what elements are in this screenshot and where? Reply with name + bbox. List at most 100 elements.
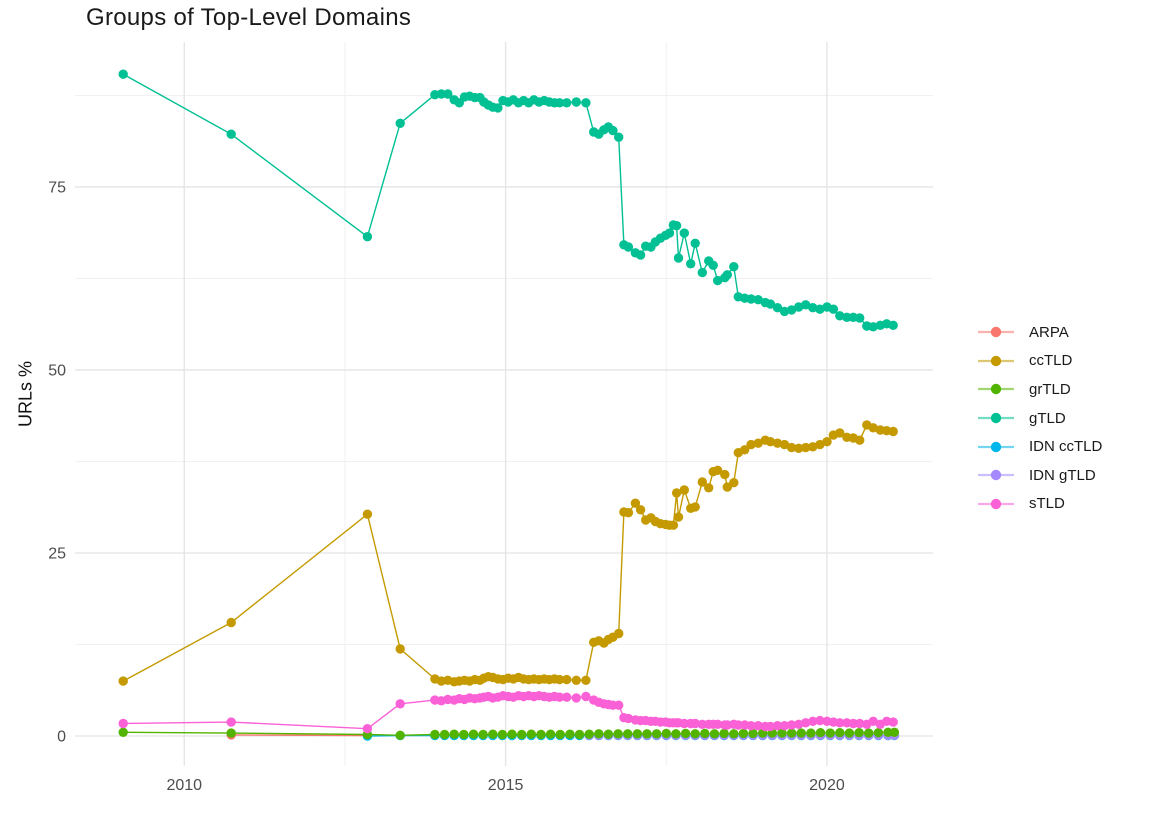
data-point-stld bbox=[868, 716, 878, 726]
data-point-stld bbox=[765, 721, 776, 732]
data-point-grtld bbox=[690, 729, 700, 739]
data-point-gtld bbox=[713, 275, 723, 286]
data-point-gtld bbox=[835, 311, 845, 321]
data-point-grtld bbox=[806, 728, 816, 738]
chart-title: Groups of Top-Level Domains bbox=[86, 4, 412, 31]
data-point-cctld bbox=[571, 675, 581, 685]
data-point-gtld bbox=[635, 250, 646, 260]
data-point-gtld bbox=[753, 295, 763, 305]
data-point-cctld bbox=[772, 438, 783, 448]
data-point-cctld bbox=[720, 469, 730, 480]
data-point-grtld bbox=[603, 729, 614, 739]
data-point-gtld bbox=[623, 242, 634, 252]
data-point-stld bbox=[779, 721, 790, 731]
data-point-cctld bbox=[679, 485, 689, 495]
data-point-cctld bbox=[779, 439, 790, 450]
data-point-cctld bbox=[226, 617, 236, 628]
x-tick-label: 2015 bbox=[488, 777, 524, 794]
data-point-grtld bbox=[889, 727, 900, 737]
data-point-gtld bbox=[765, 299, 776, 309]
legend-label: grTLD bbox=[1029, 380, 1071, 398]
data-point-cctld bbox=[362, 509, 373, 519]
data-point-cctld bbox=[635, 505, 646, 515]
data-point-gtld bbox=[562, 98, 572, 108]
data-point-stld bbox=[808, 716, 818, 726]
data-point-stld bbox=[395, 699, 405, 709]
data-point-grtld bbox=[574, 729, 585, 740]
data-point-gtld bbox=[888, 320, 898, 330]
legend-key-icon bbox=[978, 470, 1014, 481]
data-point-cctld bbox=[671, 488, 682, 498]
data-point-grtld bbox=[815, 728, 826, 738]
legend-item-idn-cctld: IDN ccTLD bbox=[976, 432, 1102, 461]
data-point-cctld bbox=[690, 502, 700, 512]
legend-item-cctld: ccTLD bbox=[976, 347, 1102, 376]
data-point-grtld bbox=[594, 729, 604, 739]
data-point-grtld bbox=[584, 729, 594, 739]
data-point-grtld bbox=[719, 728, 729, 739]
data-point-cctld bbox=[562, 674, 572, 685]
data-point-grtld bbox=[651, 729, 662, 739]
series-stld bbox=[118, 691, 898, 734]
series-grtld bbox=[118, 727, 900, 740]
data-point-gtld bbox=[226, 129, 236, 139]
data-point-stld bbox=[614, 700, 624, 710]
data-point-cctld bbox=[855, 435, 865, 445]
data-point-gtld bbox=[362, 232, 373, 242]
data-point-grtld bbox=[478, 729, 488, 740]
data-point-gtld bbox=[708, 260, 718, 270]
data-point-grtld bbox=[623, 729, 633, 739]
data-point-gtld bbox=[690, 238, 700, 248]
data-point-grtld bbox=[786, 728, 797, 738]
data-point-grtld bbox=[777, 728, 787, 738]
data-point-grtld bbox=[671, 729, 681, 739]
data-point-stld bbox=[786, 720, 797, 730]
data-point-stld bbox=[562, 692, 572, 702]
legend: ARPA ccTLD grTLD gTLD IDN ccTLD IDN gTLD sTLD bbox=[976, 318, 1102, 518]
data-point-gtld bbox=[671, 221, 682, 231]
data-point-grtld bbox=[545, 729, 556, 739]
data-point-gtld bbox=[786, 305, 797, 315]
data-point-grtld bbox=[661, 728, 671, 739]
data-point-stld bbox=[623, 713, 634, 724]
data-point-gtld bbox=[608, 125, 618, 136]
data-point-stld bbox=[713, 719, 723, 729]
legend-label: ccTLD bbox=[1029, 352, 1073, 370]
data-point-stld bbox=[226, 717, 236, 727]
legend-item-idn-gtld: IDN gTLD bbox=[976, 461, 1102, 490]
data-point-cctld bbox=[822, 437, 832, 447]
data-point-stld bbox=[690, 718, 700, 729]
data-point-cctld bbox=[697, 477, 707, 487]
data-point-grtld bbox=[459, 729, 469, 740]
legend-key-icon bbox=[978, 355, 1014, 367]
data-point-grtld bbox=[526, 729, 536, 739]
data-point-gtld bbox=[868, 322, 878, 332]
data-point-gtld bbox=[614, 132, 624, 142]
data-point-stld bbox=[753, 721, 763, 731]
data-point-cctld bbox=[614, 628, 624, 639]
data-point-cctld bbox=[630, 498, 641, 508]
data-point-cctld bbox=[118, 676, 128, 686]
data-point-gtld bbox=[772, 303, 783, 313]
data-point-gtld bbox=[571, 97, 581, 107]
data-point-grtld bbox=[468, 729, 479, 739]
legend-item-arpa: ARPA bbox=[976, 318, 1102, 347]
data-point-cctld bbox=[868, 423, 878, 433]
data-point-stld bbox=[746, 721, 756, 731]
data-point-cctld bbox=[888, 426, 898, 437]
legend-item-stld: sTLD bbox=[976, 490, 1102, 519]
y-tick-label: 0 bbox=[57, 728, 66, 745]
data-point-gtld bbox=[664, 228, 675, 238]
data-point-stld bbox=[855, 718, 865, 729]
legend-item-gtld: gTLD bbox=[976, 404, 1102, 433]
data-point-grtld bbox=[642, 729, 652, 739]
data-point-cctld bbox=[786, 442, 797, 453]
data-point-grtld bbox=[729, 729, 739, 739]
data-point-cctld bbox=[395, 644, 405, 654]
data-point-gtld bbox=[673, 253, 684, 263]
data-point-cctld bbox=[581, 675, 591, 685]
data-point-grtld bbox=[565, 729, 575, 739]
data-point-gtld bbox=[697, 267, 707, 278]
data-point-stld bbox=[794, 719, 804, 729]
